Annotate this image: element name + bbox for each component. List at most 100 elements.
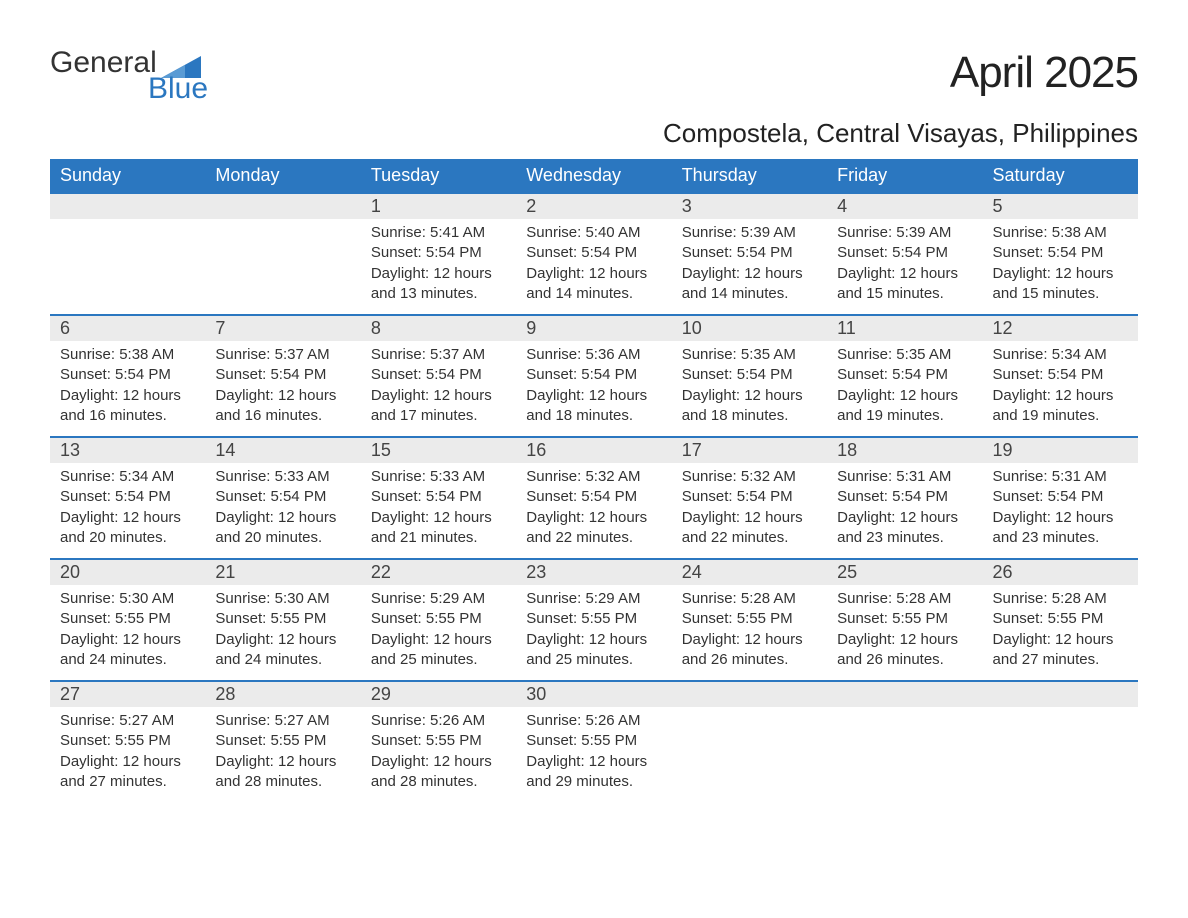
- calendar-week: 20Sunrise: 5:30 AMSunset: 5:55 PMDayligh…: [50, 559, 1138, 681]
- day-daylight2: and 20 minutes.: [60, 528, 195, 548]
- day-daylight2: and 14 minutes.: [526, 284, 661, 304]
- day-number: 6: [50, 316, 205, 341]
- day-sunrise: Sunrise: 5:38 AM: [60, 345, 195, 365]
- day-sunset: Sunset: 5:55 PM: [371, 731, 506, 751]
- day-number: 18: [827, 438, 982, 463]
- calendar-cell: 25Sunrise: 5:28 AMSunset: 5:55 PMDayligh…: [827, 559, 982, 681]
- day-sunset: Sunset: 5:54 PM: [837, 243, 972, 263]
- day-number: [827, 682, 982, 707]
- day-number: 14: [205, 438, 360, 463]
- day-sunrise: Sunrise: 5:26 AM: [371, 711, 506, 731]
- calendar-week: 27Sunrise: 5:27 AMSunset: 5:55 PMDayligh…: [50, 681, 1138, 803]
- day-daylight2: and 23 minutes.: [837, 528, 972, 548]
- day-data: Sunrise: 5:26 AMSunset: 5:55 PMDaylight:…: [361, 707, 516, 792]
- day-daylight2: and 27 minutes.: [993, 650, 1128, 670]
- day-daylight1: Daylight: 12 hours: [371, 264, 506, 284]
- page-title: April 2025: [950, 48, 1138, 98]
- day-data: Sunrise: 5:41 AMSunset: 5:54 PMDaylight:…: [361, 219, 516, 304]
- day-data: Sunrise: 5:38 AMSunset: 5:54 PMDaylight:…: [50, 341, 205, 426]
- day-data: Sunrise: 5:28 AMSunset: 5:55 PMDaylight:…: [672, 585, 827, 670]
- day-number: 24: [672, 560, 827, 585]
- day-number: 13: [50, 438, 205, 463]
- calendar-cell: 26Sunrise: 5:28 AMSunset: 5:55 PMDayligh…: [983, 559, 1138, 681]
- day-number: 1: [361, 194, 516, 219]
- day-sunrise: Sunrise: 5:34 AM: [60, 467, 195, 487]
- calendar-cell: [827, 681, 982, 803]
- calendar-cell: 3Sunrise: 5:39 AMSunset: 5:54 PMDaylight…: [672, 193, 827, 315]
- day-daylight1: Daylight: 12 hours: [60, 508, 195, 528]
- day-daylight2: and 25 minutes.: [371, 650, 506, 670]
- day-daylight1: Daylight: 12 hours: [215, 386, 350, 406]
- logo-text-bottom: Blue: [50, 74, 208, 104]
- day-sunrise: Sunrise: 5:31 AM: [993, 467, 1128, 487]
- day-sunrise: Sunrise: 5:37 AM: [371, 345, 506, 365]
- day-header: Wednesday: [516, 159, 671, 193]
- day-data: Sunrise: 5:27 AMSunset: 5:55 PMDaylight:…: [50, 707, 205, 792]
- day-sunset: Sunset: 5:55 PM: [371, 609, 506, 629]
- day-daylight2: and 20 minutes.: [215, 528, 350, 548]
- day-daylight1: Daylight: 12 hours: [837, 264, 972, 284]
- day-daylight2: and 22 minutes.: [682, 528, 817, 548]
- day-daylight1: Daylight: 12 hours: [60, 752, 195, 772]
- day-sunrise: Sunrise: 5:28 AM: [837, 589, 972, 609]
- day-daylight1: Daylight: 12 hours: [371, 386, 506, 406]
- day-daylight1: Daylight: 12 hours: [526, 264, 661, 284]
- calendar-cell: 21Sunrise: 5:30 AMSunset: 5:55 PMDayligh…: [205, 559, 360, 681]
- day-data: Sunrise: 5:27 AMSunset: 5:55 PMDaylight:…: [205, 707, 360, 792]
- calendar-cell: 1Sunrise: 5:41 AMSunset: 5:54 PMDaylight…: [361, 193, 516, 315]
- day-data: Sunrise: 5:37 AMSunset: 5:54 PMDaylight:…: [205, 341, 360, 426]
- day-data: Sunrise: 5:34 AMSunset: 5:54 PMDaylight:…: [983, 341, 1138, 426]
- day-sunset: Sunset: 5:54 PM: [682, 365, 817, 385]
- day-daylight1: Daylight: 12 hours: [682, 386, 817, 406]
- day-daylight2: and 15 minutes.: [837, 284, 972, 304]
- calendar-cell: 7Sunrise: 5:37 AMSunset: 5:54 PMDaylight…: [205, 315, 360, 437]
- day-number: 2: [516, 194, 671, 219]
- day-number: [672, 682, 827, 707]
- calendar-cell: 14Sunrise: 5:33 AMSunset: 5:54 PMDayligh…: [205, 437, 360, 559]
- day-daylight1: Daylight: 12 hours: [682, 264, 817, 284]
- day-data: Sunrise: 5:28 AMSunset: 5:55 PMDaylight:…: [827, 585, 982, 670]
- day-data: Sunrise: 5:26 AMSunset: 5:55 PMDaylight:…: [516, 707, 671, 792]
- day-sunrise: Sunrise: 5:39 AM: [837, 223, 972, 243]
- day-number: 15: [361, 438, 516, 463]
- day-sunset: Sunset: 5:54 PM: [215, 365, 350, 385]
- day-data: Sunrise: 5:37 AMSunset: 5:54 PMDaylight:…: [361, 341, 516, 426]
- day-header: Saturday: [983, 159, 1138, 193]
- calendar-cell: 20Sunrise: 5:30 AMSunset: 5:55 PMDayligh…: [50, 559, 205, 681]
- day-daylight2: and 19 minutes.: [837, 406, 972, 426]
- day-sunrise: Sunrise: 5:40 AM: [526, 223, 661, 243]
- day-sunset: Sunset: 5:54 PM: [682, 487, 817, 507]
- day-header: Thursday: [672, 159, 827, 193]
- calendar-cell: 4 Sunrise: 5:39 AMSunset: 5:54 PMDaylight…: [827, 193, 982, 315]
- day-number: 4: [827, 194, 982, 219]
- day-daylight2: and 18 minutes.: [526, 406, 661, 426]
- day-daylight2: and 24 minutes.: [60, 650, 195, 670]
- day-data: Sunrise: 5:34 AMSunset: 5:54 PMDaylight:…: [50, 463, 205, 548]
- day-daylight2: and 13 minutes.: [371, 284, 506, 304]
- day-data: Sunrise: 5:35 AMSunset: 5:54 PMDaylight:…: [672, 341, 827, 426]
- day-sunset: Sunset: 5:54 PM: [993, 243, 1128, 263]
- day-sunrise: Sunrise: 5:29 AM: [371, 589, 506, 609]
- day-daylight1: Daylight: 12 hours: [526, 752, 661, 772]
- calendar-cell: [983, 681, 1138, 803]
- day-sunset: Sunset: 5:54 PM: [371, 487, 506, 507]
- day-daylight2: and 17 minutes.: [371, 406, 506, 426]
- day-daylight1: Daylight: 12 hours: [60, 630, 195, 650]
- day-data: Sunrise: 5:31 AMSunset: 5:54 PMDaylight:…: [983, 463, 1138, 548]
- header: General Blue April 2025: [50, 48, 1138, 104]
- day-daylight1: Daylight: 12 hours: [837, 508, 972, 528]
- day-daylight2: and 26 minutes.: [682, 650, 817, 670]
- day-sunrise: Sunrise: 5:30 AM: [60, 589, 195, 609]
- day-number: [205, 194, 360, 219]
- day-daylight2: and 16 minutes.: [60, 406, 195, 426]
- day-daylight1: Daylight: 12 hours: [526, 508, 661, 528]
- calendar-table: SundayMondayTuesdayWednesdayThursdayFrid…: [50, 159, 1138, 803]
- day-number: 16: [516, 438, 671, 463]
- calendar-cell: 30Sunrise: 5:26 AMSunset: 5:55 PMDayligh…: [516, 681, 671, 803]
- day-sunset: Sunset: 5:55 PM: [526, 731, 661, 751]
- day-sunrise: Sunrise: 5:35 AM: [837, 345, 972, 365]
- day-sunrise: Sunrise: 5:36 AM: [526, 345, 661, 365]
- day-daylight2: and 24 minutes.: [215, 650, 350, 670]
- day-daylight2: and 19 minutes.: [993, 406, 1128, 426]
- day-sunrise: Sunrise: 5:37 AM: [215, 345, 350, 365]
